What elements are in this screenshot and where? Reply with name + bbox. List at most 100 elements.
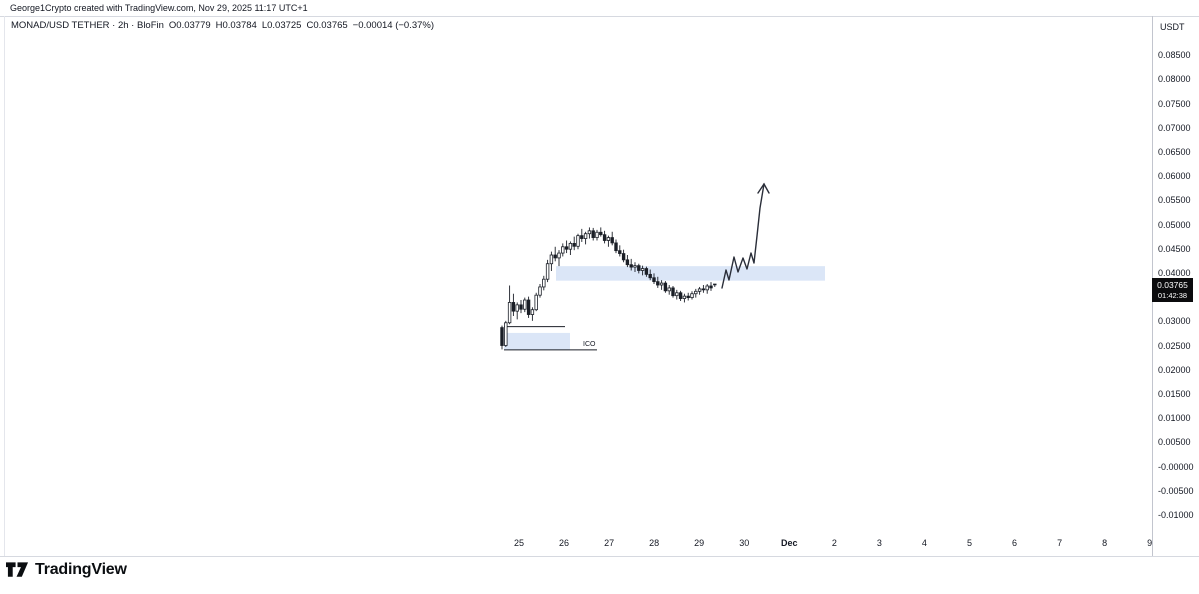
candle-body-up [697, 288, 702, 292]
candle-body-down [553, 254, 557, 259]
candle-body-up [507, 302, 512, 324]
price-tick: 0.08000 [1158, 74, 1191, 85]
candle-body-down [602, 234, 607, 241]
candle-body-up [538, 286, 542, 296]
projection-arrow-head [757, 182, 770, 194]
candle-body-up [595, 231, 599, 238]
candle-body-down [500, 327, 504, 346]
last-price-badge: 0.03765 [1152, 277, 1193, 291]
time-tick: Dec [781, 538, 798, 548]
price-tick: 0.01000 [1158, 413, 1191, 424]
candlestick-chart-canvas[interactable]: ICO [0, 0, 1152, 556]
candle-body-up [633, 265, 637, 268]
candle-body-up [587, 230, 592, 235]
candle-body-up [640, 268, 645, 271]
ico-label: ICO [583, 341, 596, 348]
candle-body-up [561, 246, 565, 254]
tradingview-logo-icon[interactable] [6, 561, 29, 579]
time-tick: 3 [876, 538, 882, 548]
ohlc-open: O0.03779 [168, 20, 211, 31]
candle-body-down [656, 281, 660, 286]
time-tick: 2 [831, 538, 837, 548]
chart-bottom-border [0, 556, 1199, 557]
tradingview-footer: TradingView [6, 561, 127, 579]
candle-body-up [705, 285, 709, 291]
candle-body-down [678, 292, 683, 299]
candle-body-down [621, 253, 626, 261]
candle-body-up [690, 293, 694, 298]
attribution-text: George1Crypto created with TradingView.c… [10, 3, 308, 13]
chart-left-border [4, 16, 5, 556]
candle-body-down [663, 282, 668, 292]
candle-body-down [526, 299, 531, 315]
chart-top-border [0, 16, 1199, 17]
time-tick: 29 [694, 538, 705, 548]
candle-body-up [667, 287, 671, 292]
candle-body-down [591, 230, 595, 238]
price-tick: 0.05000 [1158, 219, 1191, 230]
price-tick: -0.00000 [1158, 461, 1194, 472]
candle-body-up [675, 292, 679, 297]
price-tick: 0.06500 [1158, 146, 1191, 157]
price-tick: -0.00500 [1158, 485, 1194, 496]
candle-body-up [576, 235, 580, 247]
candle-body-down [625, 259, 630, 266]
price-tick: -0.01000 [1158, 509, 1194, 520]
ico-zone[interactable] [504, 332, 570, 350]
candle-body-down [572, 242, 576, 247]
candle-body-up [568, 242, 573, 250]
candle-body-up [542, 278, 546, 288]
candle-body-down [580, 235, 584, 239]
candle-body-down [637, 265, 641, 271]
price-tick: 0.08500 [1158, 50, 1191, 61]
symbol-legend[interactable]: MONAD/USD TETHER · 2h · BloFin O0.03779 … [11, 20, 434, 31]
time-axis[interactable]: 25 26 27 28 29 30 Dec 2 3 4 5 6 7 8 9 [0, 536, 1152, 554]
candle-body-up [549, 254, 554, 265]
tradingview-logo-text[interactable]: TradingView [35, 561, 127, 578]
candle-body-down [686, 295, 690, 299]
price-tick: 0.05500 [1158, 195, 1191, 206]
time-tick: 25 [513, 538, 525, 548]
price-tick: 0.01500 [1158, 388, 1191, 399]
time-tick: 28 [649, 538, 660, 548]
bar-countdown: 01:42:38 [1152, 289, 1193, 302]
supply-zone[interactable] [556, 266, 825, 281]
time-tick: 27 [604, 538, 615, 548]
symbol-title[interactable]: MONAD/USD TETHER · 2h · BloFin [11, 20, 164, 31]
candle-body-up [682, 295, 687, 299]
candle-body-up [523, 299, 527, 310]
candle-body-down [610, 237, 614, 244]
candle-body-up [583, 233, 588, 239]
time-tick: 8 [1102, 538, 1108, 548]
projection-arrow[interactable] [721, 183, 765, 289]
candle-body-down [599, 231, 603, 236]
price-tick: 0.04000 [1158, 267, 1191, 278]
time-tick: 4 [921, 538, 927, 548]
time-tick: 9 [1147, 538, 1153, 548]
candle-body-up [504, 322, 508, 346]
candle-body-down [644, 268, 649, 275]
candle-body-down [701, 288, 706, 291]
candle-body-down [709, 285, 713, 289]
price-tick: 0.04500 [1158, 243, 1191, 254]
price-tick: 0.02500 [1158, 340, 1191, 351]
time-tick: 5 [966, 538, 973, 548]
price-change: −0.00014 (−0.37%) [352, 20, 435, 31]
candle-body-down [511, 302, 516, 312]
time-tick: 6 [1012, 538, 1018, 548]
candle-body-down [519, 304, 523, 310]
candle-body-down [564, 246, 569, 250]
candle-body-down [671, 287, 675, 297]
candle-body-down [648, 273, 652, 279]
candle-body-down [614, 242, 618, 252]
candle-body-up [659, 282, 664, 286]
candle-body-down [629, 264, 633, 268]
price-tick: 0.07000 [1158, 122, 1191, 133]
candle-body-up [606, 237, 611, 241]
price-axis[interactable]: USDT 0.08500 0.08000 0.07500 0.07000 0.06500… [1152, 16, 1199, 556]
time-tick: 26 [559, 538, 570, 548]
price-tick: 0.00500 [1158, 437, 1191, 448]
candle-body-up [557, 252, 561, 259]
ohlc-high: H0.03784 [215, 20, 257, 31]
